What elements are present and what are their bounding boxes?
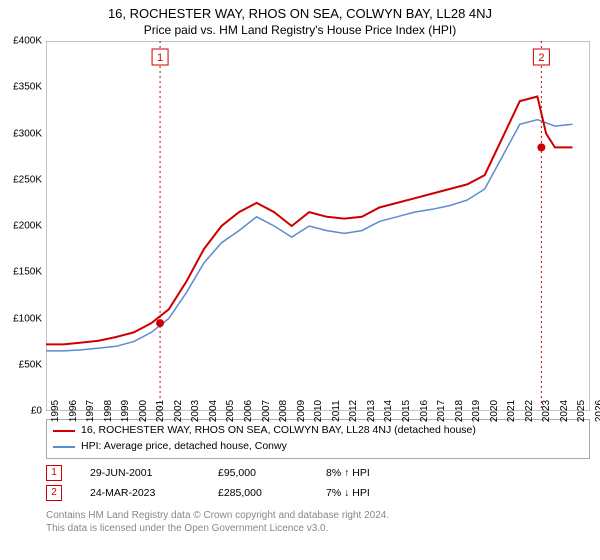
legend-swatch-property (53, 430, 75, 432)
page-title: 16, ROCHESTER WAY, RHOS ON SEA, COLWYN B… (0, 0, 600, 21)
x-axis-label: 2007 (257, 400, 272, 422)
x-axis-label: 2025 (572, 400, 587, 422)
x-axis-label: 2012 (344, 400, 359, 422)
x-axis-label: 2020 (485, 400, 500, 422)
transaction-diff: 8% ↑ HPI (326, 467, 370, 479)
x-axis-label: 1996 (64, 400, 79, 422)
x-axis-label: 2021 (502, 400, 517, 422)
legend-label-hpi: HPI: Average price, detached house, Conw… (81, 439, 287, 455)
transactions-list: 1 29-JUN-2001 £95,000 8% ↑ HPI 2 24-MAR-2023 £… (46, 463, 590, 503)
x-axis-label: 2008 (274, 400, 289, 422)
y-axis-label: £400K (13, 36, 46, 47)
legend-row-property: 16, ROCHESTER WAY, RHOS ON SEA, COLWYN B… (53, 423, 583, 439)
credits-line1: Contains HM Land Registry data © Crown c… (46, 509, 590, 522)
x-axis-label: 1997 (81, 400, 96, 422)
page-subtitle: Price paid vs. HM Land Registry's House … (0, 21, 600, 41)
x-axis-label: 2022 (520, 400, 535, 422)
y-axis-label: £350K (13, 82, 46, 93)
y-axis-label: £250K (13, 174, 46, 185)
svg-text:1: 1 (157, 52, 163, 64)
legend-row-hpi: HPI: Average price, detached house, Conw… (53, 439, 583, 455)
x-axis-label: 2005 (221, 400, 236, 422)
chart-plot-area: 12 £0£50K£100K£150K£200K£250K£300K£350K£… (46, 41, 590, 411)
x-axis-label: 2018 (450, 400, 465, 422)
credits: Contains HM Land Registry data © Crown c… (46, 509, 590, 535)
x-axis-label: 2010 (309, 400, 324, 422)
y-axis-label: £0 (31, 406, 46, 417)
svg-text:2: 2 (538, 52, 544, 64)
x-axis-label: 1995 (46, 400, 61, 422)
credits-line2: This data is licensed under the Open Gov… (46, 522, 590, 535)
transaction-row: 1 29-JUN-2001 £95,000 8% ↑ HPI (46, 463, 590, 483)
x-axis-label: 1998 (99, 400, 114, 422)
x-axis-label: 2002 (169, 400, 184, 422)
legend-swatch-hpi (53, 446, 75, 448)
x-axis-label: 2001 (151, 400, 166, 422)
x-axis-label: 2016 (415, 400, 430, 422)
x-axis-label: 2026 (590, 400, 600, 422)
y-axis-label: £150K (13, 267, 46, 278)
y-axis-label: £300K (13, 128, 46, 139)
legend: 16, ROCHESTER WAY, RHOS ON SEA, COLWYN B… (46, 419, 590, 459)
transaction-price: £285,000 (218, 487, 298, 499)
legend-label-property: 16, ROCHESTER WAY, RHOS ON SEA, COLWYN B… (81, 423, 476, 439)
x-axis-label: 2003 (186, 400, 201, 422)
x-axis-label: 2004 (204, 400, 219, 422)
x-axis-label: 2000 (134, 400, 149, 422)
x-axis-label: 2017 (432, 400, 447, 422)
x-axis-label: 2014 (379, 400, 394, 422)
x-axis-label: 2013 (362, 400, 377, 422)
x-axis-label: 2023 (537, 400, 552, 422)
x-axis-label: 2009 (292, 400, 307, 422)
transaction-date: 29-JUN-2001 (90, 467, 190, 479)
chart-container: 16, ROCHESTER WAY, RHOS ON SEA, COLWYN B… (0, 0, 600, 560)
transaction-diff: 7% ↓ HPI (326, 487, 370, 499)
x-axis-label: 2015 (397, 400, 412, 422)
transaction-price: £95,000 (218, 467, 298, 479)
x-axis-label: 2019 (467, 400, 482, 422)
line-chart-svg: 12 (46, 41, 590, 411)
transaction-badge: 1 (46, 465, 62, 481)
x-axis-label: 2006 (239, 400, 254, 422)
transaction-date: 24-MAR-2023 (90, 487, 190, 499)
y-axis-label: £200K (13, 221, 46, 232)
transaction-row: 2 24-MAR-2023 £285,000 7% ↓ HPI (46, 483, 590, 503)
x-axis-label: 1999 (116, 400, 131, 422)
y-axis-label: £100K (13, 313, 46, 324)
x-axis-label: 2011 (327, 400, 342, 422)
y-axis-label: £50K (19, 359, 46, 370)
x-axis-label: 2024 (555, 400, 570, 422)
transaction-badge: 2 (46, 485, 62, 501)
